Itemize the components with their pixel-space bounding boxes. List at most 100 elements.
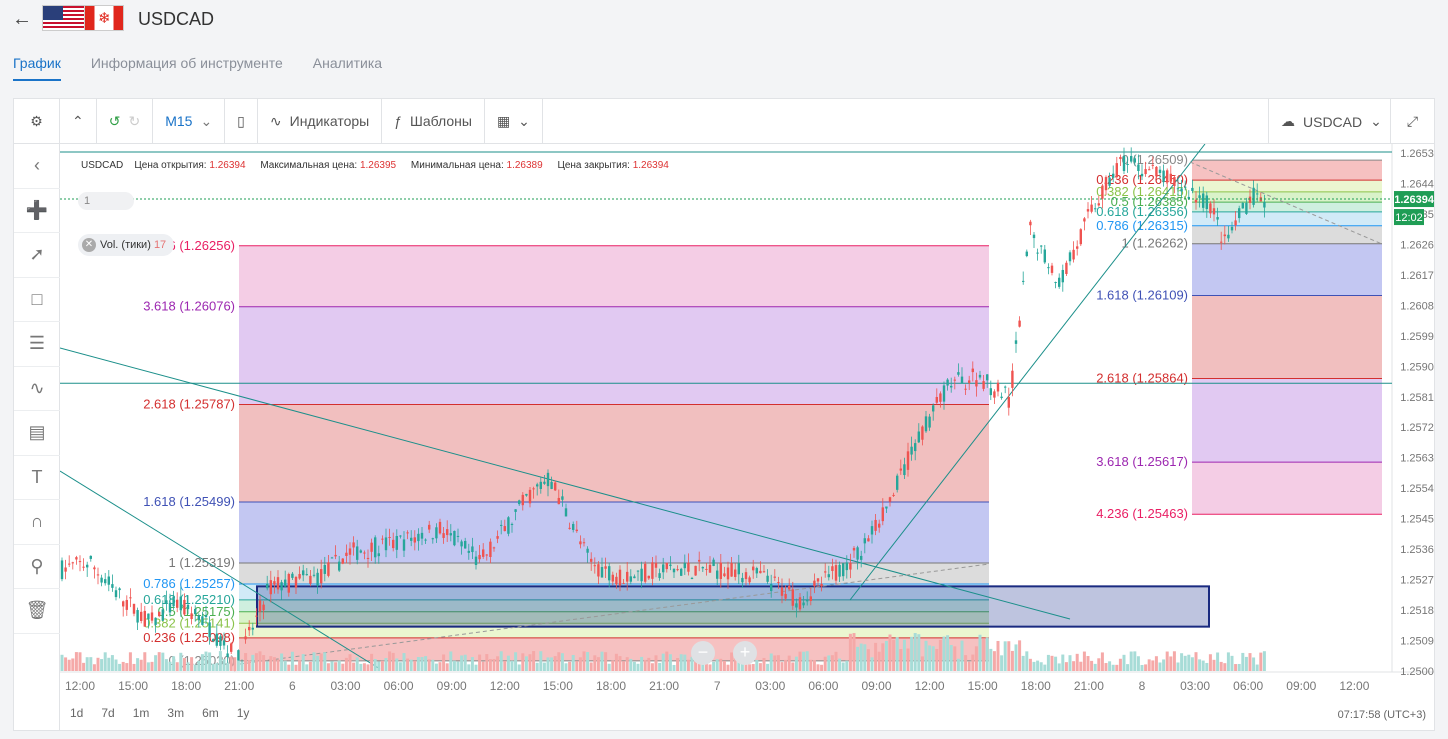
redo-icon[interactable]: ↻ [128,112,141,129]
fib-left-level-label: 0.382 (1.25141) [143,615,235,630]
volume-bar [492,658,496,671]
volume-bar [416,657,420,671]
volume-bar [820,664,824,671]
crosshair-icon[interactable]: ➕ [14,189,60,233]
volume-bar [218,651,222,671]
volume-bar [442,654,446,671]
arrow-left-icon[interactable]: ← [12,8,32,30]
trend-line-icon[interactable]: ➚ [14,233,60,278]
period-7d[interactable]: 7d [101,706,115,720]
tab-instrument-info[interactable]: Информация об инструменте [90,55,283,71]
candle-body [518,500,521,505]
volume-bar [798,651,802,671]
indicators-button[interactable]: ∿ Индикаторы [258,98,383,144]
tab-chart[interactable]: График [13,55,61,81]
info-open-label: Цена открытия: [134,160,207,171]
candle-body [971,368,974,373]
compare-symbol-select[interactable]: ☁ USDCAD ⌄ [1268,99,1390,144]
volume-bar [715,659,719,671]
calendar-button[interactable]: ▦ ⌄ [485,98,543,144]
trash-icon[interactable]: 🗑 [14,589,60,634]
volume-bar [1072,661,1076,671]
candle-body [1166,170,1169,183]
zoom-icon[interactable]: ⚲ [14,545,60,589]
candle-body [258,600,262,612]
candle-body [676,569,679,571]
channel-tool-icon[interactable]: ☰ [14,322,60,367]
period-6m[interactable]: 6m [202,706,219,720]
settings-gear-icon[interactable]: ⚙ [14,98,60,144]
volume-bar [434,663,438,671]
volume-bar [607,663,611,671]
candle-type-icon[interactable]: ▯ [225,98,258,144]
volume-indicator-pill[interactable]: ✕ Vol. (тики) 17 [78,234,175,256]
candle-body [539,481,542,489]
fib-left-zone [239,599,989,612]
candle-body [230,643,233,652]
volume-bar [881,643,885,671]
volume-bar [164,659,168,671]
time-tick-label: 21:00 [224,679,254,693]
period-3m[interactable]: 3m [167,706,185,720]
volume-bar [128,652,132,671]
pane-number-pill[interactable]: 1 [78,192,134,210]
tab-analytics[interactable]: Аналитика [312,55,383,71]
volume-bar [805,651,809,671]
cloud-icon: ☁ [1281,113,1295,129]
volume-bar [535,662,539,671]
volume-bar [1000,655,1004,671]
volume-bar [1025,651,1029,671]
volume-bar [550,657,554,671]
candle-body [557,497,560,505]
volume-bar [564,663,568,671]
volume-bar [964,655,968,671]
candle-body [1209,203,1212,214]
fullscreen-icon[interactable]: ⤢ [1390,99,1434,144]
candle-body [622,583,625,585]
volume-bar [463,654,467,671]
candle-body [186,604,190,610]
volume-bar [287,664,291,671]
candle-body [820,583,823,587]
chevron-up-icon[interactable]: ⌃ [60,98,97,144]
candle-body [438,521,442,534]
templates-button[interactable]: ƒ Шаблоны [382,98,485,144]
volume-bar [1136,656,1140,671]
magnet-icon[interactable]: ∩ [14,500,60,545]
candle-body [1223,234,1226,237]
price-tick-label: 1.25180 [1400,605,1434,617]
candle-body [140,611,143,621]
undo-icon[interactable]: ↺ [108,112,121,129]
period-1d[interactable]: 1d [70,706,84,720]
drawing-tools-sidebar: ‹ ➕ ➚ □ ☰ ∿ ▤ T ∩ ⚲ 🗑 [14,144,60,730]
candle-body [863,538,866,544]
close-icon[interactable]: ✕ [82,238,96,252]
volume-bar [100,659,104,671]
timeframe-select[interactable]: M15 ⌄ [153,98,226,144]
volume-bar [132,663,136,671]
collapse-arrow-icon[interactable]: ‹ [14,144,60,189]
chart-area[interactable]: 0 (1.25030)0.236 (1.25098)0.382 (1.25141… [59,143,1440,732]
volume-bar [366,664,370,671]
price-chart[interactable]: 0 (1.25030)0.236 (1.25098)0.382 (1.25141… [59,143,1440,732]
candle-body [114,590,118,598]
candle-body [284,579,287,587]
fib-right-level-label: 1.618 (1.26109) [1096,288,1188,303]
period-1m[interactable]: 1m [132,706,150,720]
volume-bar [74,652,78,671]
period-1y[interactable]: 1y [236,706,250,720]
fibonacci-tool-icon[interactable]: ▤ [14,411,60,456]
volume-bar [816,664,820,671]
volume-bar [78,652,82,671]
pattern-tool-icon[interactable]: ∿ [14,367,60,411]
volume-bar [1054,656,1058,671]
text-tool-icon[interactable]: T [14,456,60,500]
rectangle-tool-icon[interactable]: □ [14,278,60,322]
volume-bar [204,651,208,671]
zoom-out-button[interactable]: − [691,641,715,665]
volume-bar [481,661,485,671]
volume-bar [726,664,730,671]
zoom-in-button[interactable]: + [733,641,757,665]
price-tick-label: 1.25000 [1400,666,1434,678]
volume-bar [424,656,428,671]
